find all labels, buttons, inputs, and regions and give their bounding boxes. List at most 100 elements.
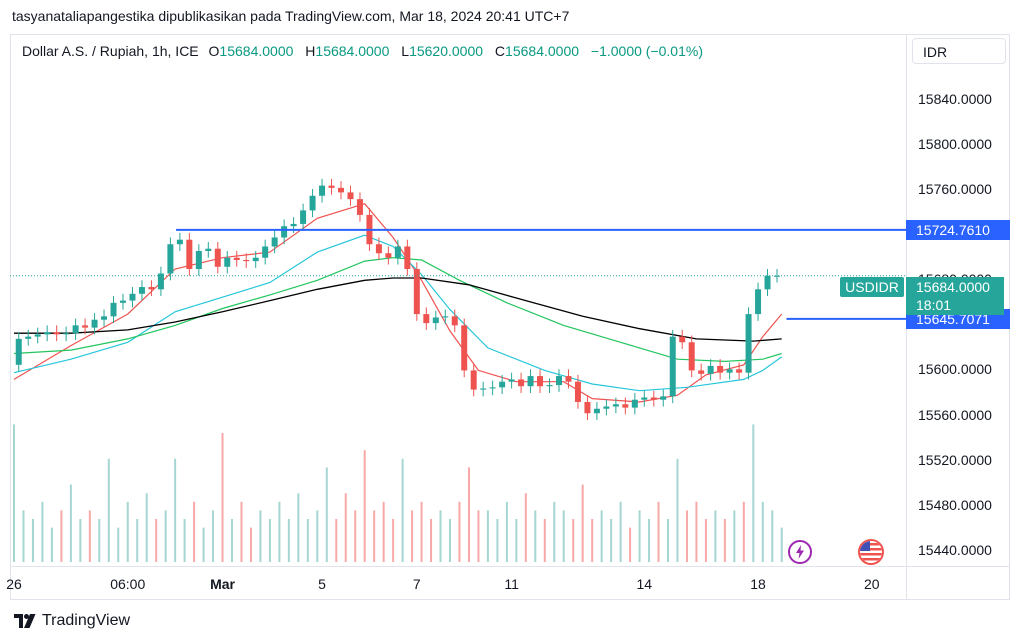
volume-bar — [771, 510, 774, 562]
volume-bar — [268, 519, 271, 562]
tradingview-logo[interactable]: TradingView — [14, 612, 130, 630]
volume-bar — [98, 519, 101, 562]
candle-body — [195, 250, 202, 270]
volume-bar — [335, 519, 338, 562]
volume-bar — [164, 510, 167, 562]
candle-body — [63, 333, 70, 335]
volume-bar — [449, 519, 451, 562]
candle-body — [508, 379, 515, 382]
time-tick-label: 5 — [318, 576, 326, 592]
candle-body — [669, 336, 676, 397]
volume-bar — [117, 527, 120, 562]
volume-bar — [31, 519, 34, 562]
volume-bar — [524, 493, 527, 562]
candle-body — [518, 379, 525, 387]
price-tick-label: 15560.0000 — [918, 406, 992, 423]
volume-bar — [553, 501, 556, 562]
candle-body — [537, 376, 544, 387]
volume-bar — [581, 484, 584, 562]
volume-bar — [534, 510, 537, 562]
candle-body — [603, 406, 610, 409]
legend-symbol: Dollar A.S. / Rupiah, 1h, ICE — [22, 43, 199, 59]
candle-body — [489, 387, 496, 389]
time-scale[interactable] — [10, 566, 906, 600]
moving-average-long-black — [14, 277, 782, 342]
candle-body — [745, 314, 752, 373]
time-tick-label: 20 — [863, 576, 880, 592]
candle-body — [328, 185, 335, 188]
volume-bar — [430, 519, 433, 562]
volume-bar — [22, 510, 25, 562]
volume-bar — [411, 510, 414, 562]
volume-bar — [591, 519, 594, 562]
candle-body — [233, 257, 240, 260]
legend-change-value: −1.0000 (−0.01%) — [590, 43, 703, 59]
candle-body — [271, 237, 278, 247]
time-tick-label: 11 — [504, 576, 519, 592]
price-pane[interactable] — [10, 34, 906, 566]
volume-bar — [287, 519, 290, 562]
candle-body — [451, 316, 458, 326]
volume-bar — [505, 501, 508, 562]
candle-body — [148, 287, 155, 290]
volume-bar — [752, 424, 755, 562]
candle-body — [53, 332, 60, 335]
chart-legend: Dollar A.S. / Rupiah, 1h, ICE O15684.000… — [22, 43, 711, 59]
candle-body — [660, 396, 667, 400]
candle-body — [129, 293, 136, 301]
volume-bar — [212, 510, 215, 562]
candle-body — [546, 385, 553, 387]
candle-body — [499, 381, 506, 388]
lightning-icon[interactable] — [788, 540, 812, 564]
last-price-label: 15684.0000 18:01 — [906, 277, 1004, 315]
volume-bar — [79, 519, 82, 562]
candle-body — [44, 332, 51, 335]
volume-bar — [714, 510, 717, 562]
us-flag-icon[interactable] — [858, 539, 884, 565]
candle-body — [432, 317, 439, 324]
candle-body — [707, 365, 714, 374]
volume-bar — [467, 467, 470, 562]
volume-bar — [477, 510, 480, 562]
candle-body — [91, 319, 98, 328]
candle-body — [641, 397, 648, 400]
time-tick-label: 14 — [636, 576, 653, 592]
legend-high-value: 15684.0000 — [315, 43, 390, 59]
volume-bar — [780, 527, 783, 562]
candle-body — [565, 376, 572, 382]
candle-body — [423, 314, 430, 324]
candle-body — [120, 300, 126, 303]
volume-bar — [486, 510, 489, 562]
candle-body — [281, 226, 288, 238]
last-price-value: 15684.0000 — [916, 279, 990, 295]
candle-body — [34, 334, 41, 337]
candle-body — [593, 408, 600, 414]
candle-body — [176, 239, 183, 245]
volume-bar — [60, 510, 63, 562]
volume-bar — [572, 519, 575, 562]
volume-bar — [344, 493, 347, 562]
price-tick-label: 15760.0000 — [918, 181, 992, 198]
volume-bar — [685, 510, 688, 562]
price-tick-label: 15520.0000 — [918, 451, 992, 468]
candle-body — [25, 336, 32, 339]
candle-body — [252, 257, 259, 262]
price-tick-label: 15840.0000 — [918, 90, 992, 107]
volume-bar — [496, 519, 499, 562]
candle-body — [413, 269, 420, 315]
currency-button[interactable]: IDR — [912, 38, 1006, 64]
volume-bar — [543, 519, 546, 562]
scale-corner — [906, 566, 1010, 600]
volume-bar — [13, 424, 15, 562]
volume-bar — [88, 510, 91, 562]
candle-body — [309, 195, 316, 211]
candle-body — [356, 199, 363, 215]
volume-bar — [363, 450, 366, 562]
candle-body — [461, 325, 468, 371]
volume-bar — [667, 519, 669, 562]
candle-body — [347, 192, 354, 200]
legend-close-value: 15684.0000 — [505, 43, 580, 59]
candle-body — [224, 257, 231, 267]
candle-body — [72, 325, 79, 334]
chart-svg[interactable] — [10, 34, 906, 566]
